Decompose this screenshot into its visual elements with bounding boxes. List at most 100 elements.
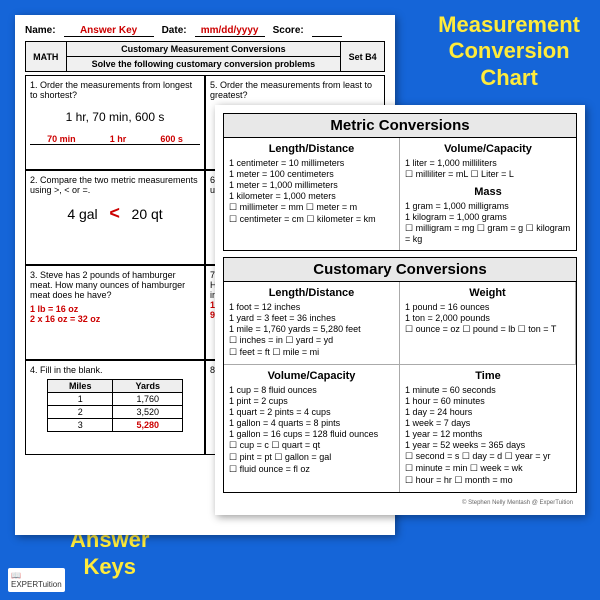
- ctc: ☐ hour = hr ☐ month = mo: [405, 475, 571, 486]
- conversion-chart: Metric Conversions Length/Distance 1 cen…: [215, 105, 585, 515]
- q2-op: <: [109, 203, 120, 223]
- r1c2: 1,760: [113, 393, 183, 406]
- name-value: Answer Key: [64, 25, 154, 37]
- q1-a1: 70 min: [47, 134, 76, 144]
- q2-right: 20 qt: [132, 206, 163, 222]
- ml1: 1 centimeter = 10 millimeters: [229, 158, 394, 168]
- mva: ☐ milliliter = mL ☐ Liter = L: [405, 169, 571, 180]
- cl1: 1 foot = 12 inches: [229, 302, 394, 312]
- date-label: Date:: [162, 25, 187, 37]
- cw1: 1 pound = 16 ounces: [405, 302, 570, 312]
- ct3: 1 day = 24 hours: [405, 407, 571, 417]
- subject: MATH: [26, 42, 67, 72]
- r2c1: 2: [48, 406, 113, 419]
- r2c2: 3,520: [113, 406, 183, 419]
- cta: ☐ second = s ☐ day = d ☐ year = yr: [405, 451, 571, 462]
- q3-a1: 1 lb = 16 oz: [30, 304, 200, 314]
- metric-vol-mass: Volume/Capacity 1 liter = 1,000 millilit…: [400, 138, 576, 250]
- title-2: Conversion: [438, 38, 580, 64]
- ct2: 1 hour = 60 minutes: [405, 396, 571, 406]
- vol-h: Volume/Capacity: [405, 143, 571, 155]
- logo: 📖EXPERTuition: [8, 568, 65, 592]
- q2: 2. Compare the two metric measurements u…: [25, 170, 205, 265]
- length-h: Length/Distance: [229, 143, 394, 155]
- cust-vol: Volume/Capacity 1 cup = 8 fluid ounces 1…: [224, 364, 400, 492]
- metric-length: Length/Distance 1 centimeter = 10 millim…: [224, 138, 400, 250]
- ct1: 1 minute = 60 seconds: [405, 385, 571, 395]
- q5-text: 5. Order the measurements from least to …: [210, 80, 380, 100]
- logo-text: EXPERTuition: [11, 580, 62, 589]
- ml4: 1 kilometer = 1,000 meters: [229, 191, 394, 201]
- cla: ☐ inches = in ☐ yard = yd: [229, 335, 394, 346]
- r3c1: 3: [48, 419, 113, 432]
- worksheet-title-table: MATHCustomary Measurement ConversionsSet…: [25, 41, 385, 72]
- ct-h: Time: [405, 370, 571, 382]
- cva: ☐ cup = c ☐ quart = qt: [229, 440, 394, 451]
- cv2: 1 pint = 2 cups: [229, 396, 394, 406]
- main-title: Measurement Conversion Chart: [438, 12, 580, 91]
- ml3: 1 meter = 1,000 millimeters: [229, 180, 394, 190]
- clen-h: Length/Distance: [229, 287, 394, 299]
- ak-2: Keys: [70, 554, 149, 580]
- ml2: 1 meter = 100 centimeters: [229, 169, 394, 179]
- q1-a3: 600 s: [160, 134, 183, 144]
- mla: ☐ millimeter = mm ☐ meter = m: [229, 202, 394, 213]
- score-label: Score:: [273, 25, 304, 37]
- mm1: 1 gram = 1,000 milligrams: [405, 201, 571, 211]
- th-yards: Yards: [113, 380, 183, 393]
- metric-section: Metric Conversions Length/Distance 1 cen…: [223, 113, 577, 251]
- q2-compare: 4 gal < 20 qt: [30, 203, 200, 224]
- cv3: 1 quart = 2 pints = 4 cups: [229, 407, 394, 417]
- cv4: 1 gallon = 4 quarts = 8 pints: [229, 418, 394, 428]
- metric-grid: Length/Distance 1 centimeter = 10 millim…: [224, 138, 576, 250]
- score-value: [312, 25, 342, 37]
- cust-weight: Weight 1 pound = 16 ounces 1 ton = 2,000…: [400, 282, 576, 364]
- subheading: Solve the following customary conversion…: [66, 57, 341, 72]
- cv5: 1 gallon = 16 cups = 128 fluid ounces: [229, 429, 394, 439]
- q2-left: 4 gal: [67, 206, 97, 222]
- q3-text: 3. Steve has 2 pounds of hamburger meat.…: [30, 270, 200, 300]
- q1-answers: 70 min 1 hr 600 s: [30, 134, 200, 145]
- q1: 1. Order the measurements from longest t…: [25, 75, 205, 170]
- cw2: 1 ton = 2,000 pounds: [405, 313, 570, 323]
- q3: 3. Steve has 2 pounds of hamburger meat.…: [25, 265, 205, 360]
- cv1: 1 cup = 8 fluid ounces: [229, 385, 394, 395]
- q1-a2: 1 hr: [110, 134, 127, 144]
- answer-keys-label: Answer Keys: [70, 527, 149, 580]
- cust-length: Length/Distance 1 foot = 12 inches 1 yar…: [224, 282, 400, 364]
- cl3: 1 mile = 1,760 yards = 5,280 feet: [229, 324, 394, 334]
- cvc: ☐ fluid ounce = fl oz: [229, 464, 394, 475]
- cust-time: Time 1 minute = 60 seconds 1 hour = 60 m…: [400, 364, 576, 492]
- mma: ☐ milligram = mg ☐ gram = g ☐ kilogram =…: [405, 223, 571, 244]
- date-value: mm/dd/yyyy: [195, 25, 265, 37]
- ctb: ☐ minute = min ☐ week = wk: [405, 463, 571, 474]
- th-miles: Miles: [48, 380, 113, 393]
- worksheet-header: Name: Answer Key Date: mm/dd/yyyy Score:: [25, 25, 385, 37]
- cvb: ☐ pint = pt ☐ gallon = gal: [229, 452, 394, 463]
- customary-section: Customary Conversions Length/Distance 1 …: [223, 257, 577, 493]
- cw-h: Weight: [405, 287, 570, 299]
- cv-h: Volume/Capacity: [229, 370, 394, 382]
- set: Set B4: [341, 42, 385, 72]
- cl2: 1 yard = 3 feet = 36 inches: [229, 313, 394, 323]
- ct6: 1 year = 52 weeks = 365 days: [405, 440, 571, 450]
- r3c2: 5,280: [113, 419, 183, 432]
- metric-title: Metric Conversions: [224, 114, 576, 138]
- heading: Customary Measurement Conversions: [66, 42, 341, 57]
- r1c1: 1: [48, 393, 113, 406]
- mass-h: Mass: [405, 186, 571, 198]
- clb: ☐ feet = ft ☐ mile = mi: [229, 347, 394, 358]
- ct4: 1 week = 7 days: [405, 418, 571, 428]
- title-3: Chart: [438, 65, 580, 91]
- mlb: ☐ centimeter = cm ☐ kilometer = km: [229, 214, 394, 225]
- name-label: Name:: [25, 25, 56, 37]
- q4-table: MilesYards 11,760 23,520 35,280: [47, 379, 183, 432]
- title-1: Measurement: [438, 12, 580, 38]
- customary-title: Customary Conversions: [224, 258, 576, 282]
- mv1: 1 liter = 1,000 milliliters: [405, 158, 571, 168]
- q1-text: 1. Order the measurements from longest t…: [30, 80, 200, 100]
- q3-a2: 2 x 16 oz = 32 oz: [30, 314, 200, 324]
- q2-text: 2. Compare the two metric measurements u…: [30, 175, 200, 195]
- chart-copyright: © Stephen Nelly Mentash @ ExperTuition: [223, 499, 577, 507]
- q1-given: 1 hr, 70 min, 600 s: [30, 110, 200, 124]
